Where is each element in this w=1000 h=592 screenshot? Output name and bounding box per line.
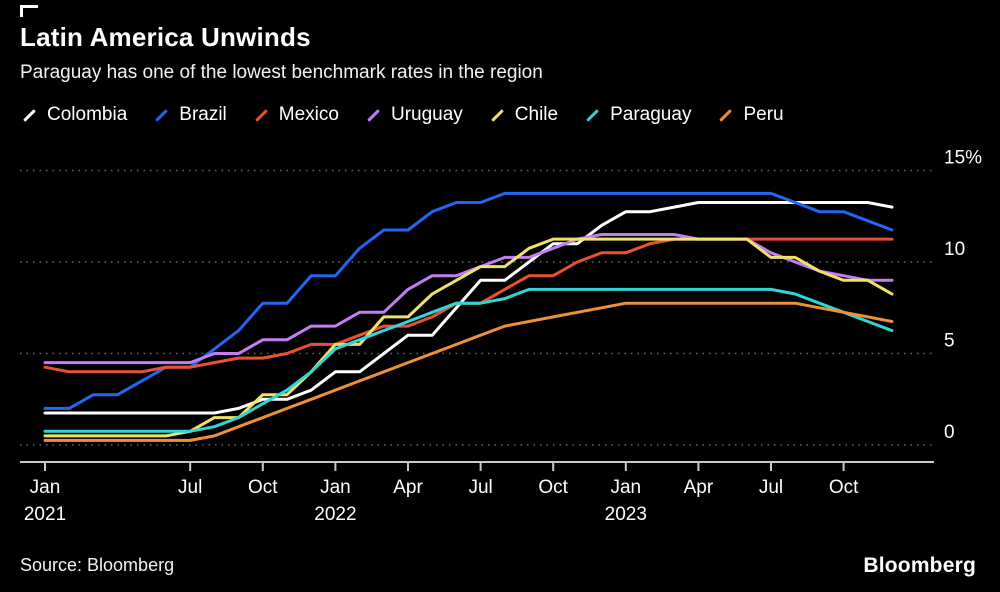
source-note: Source: Bloomberg [20,555,175,575]
series-line-brazil [43,191,894,410]
legend-label: Chile [514,104,559,125]
chart-title: Latin America Unwinds [20,22,311,52]
legend-item-uruguay: Uruguay [366,104,463,126]
legend-label: Peru [743,104,784,125]
legend-label: Paraguay [610,104,692,125]
y-axis-label: 0 [944,422,955,443]
series-line-chile [43,237,894,438]
legend-label: Mexico [278,104,339,125]
y-axis-label: 5 [944,331,955,352]
corner-tick-mark [20,5,38,17]
series-line-peru [43,301,894,442]
y-axis-label: 15% [944,148,982,169]
legend-item-peru: Peru [718,104,784,126]
bloomberg-logo: Bloomberg [863,554,976,577]
y-axis-label: 10 [944,239,965,260]
x-axis-label: Oct [829,477,859,498]
x-axis-label: Apr [684,477,714,498]
x-axis-label: Jul [759,477,783,498]
legend-item-brazil: Brazil [154,104,227,126]
legend-label: Brazil [179,104,227,125]
x-axis-label: Apr [393,477,423,498]
x-axis-label: Jan [610,477,641,498]
series-line-mexico [43,237,894,374]
x-axis-year-label: 2022 [314,504,356,525]
legend-item-chile: Chile [490,104,558,126]
x-axis-label: Jul [178,477,202,498]
legend-item-mexico: Mexico [254,104,339,126]
legend-item-paraguay: Paraguay [585,104,691,126]
series-line-colombia [43,201,894,415]
legend: Colombia Brazil Mexico Uruguay Chile Paraguay… [22,104,784,126]
legend-label: Uruguay [390,104,463,125]
x-axis-year-label: 2021 [24,504,66,525]
x-axis-label: Jan [30,477,61,498]
x-axis-label: Oct [248,477,278,498]
x-axis-year-label: 2023 [605,504,647,525]
x-axis-label: Jul [468,477,492,498]
chart-subtitle: Paraguay has one of the lowest benchmark… [20,62,543,83]
legend-label: Colombia [47,104,128,125]
x-axis-label: Jan [320,477,351,498]
series-line-paraguay [43,287,894,433]
x-axis-label: Oct [538,477,568,498]
legend-item-colombia: Colombia [22,104,127,126]
